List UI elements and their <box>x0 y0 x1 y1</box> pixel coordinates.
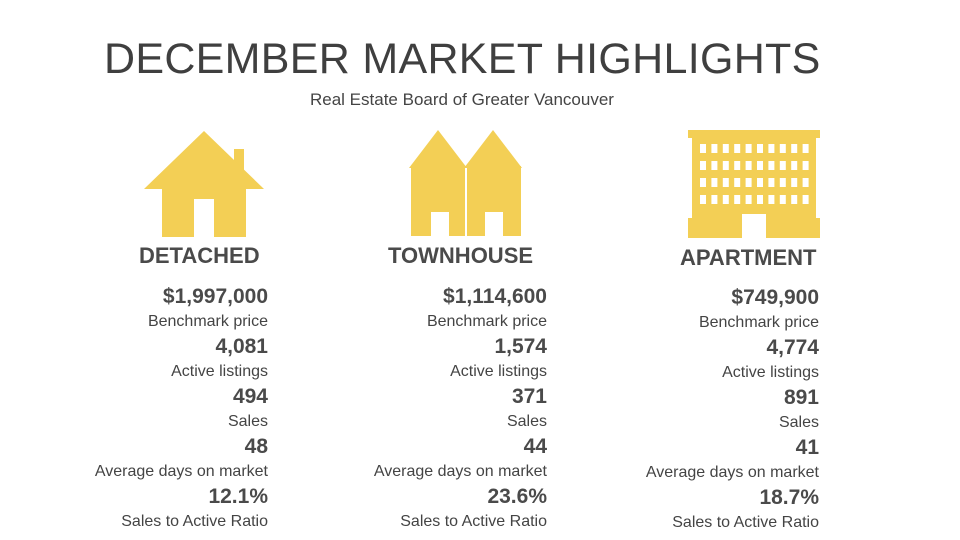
metric-sales-to-active: 23.6% Sales to Active Ratio <box>287 484 547 534</box>
metric-value: 371 <box>511 385 547 408</box>
window-icon <box>745 178 752 187</box>
metric-benchmark-price: $749,900 Benchmark price <box>559 285 819 335</box>
metric-sales: 891 Sales <box>559 385 819 435</box>
window-icon <box>768 178 775 187</box>
metric-sales: 494 Sales <box>8 384 268 434</box>
metric-value: 4,774 <box>766 336 819 359</box>
metric-average-days: 48 Average days on market <box>8 434 268 484</box>
window-icon <box>745 195 752 204</box>
window-icon <box>802 144 809 153</box>
metric-value: 1,574 <box>494 335 547 358</box>
window-icon <box>722 195 729 204</box>
metric-active-listings: 4,081 Active listings <box>8 334 268 384</box>
metric-value: $749,900 <box>731 286 819 309</box>
metric-value: 12.1% <box>208 485 268 508</box>
metric-label: Sales <box>778 414 819 431</box>
townhouse-metrics: $1,114,600 Benchmark price 1,574 Active … <box>287 284 547 534</box>
apartment-metrics: $749,900 Benchmark price 4,774 Active li… <box>559 285 819 535</box>
page-subtitle: Real Estate Board of Greater Vancouver <box>310 90 614 109</box>
metric-label: Average days on market <box>94 463 268 480</box>
window-icon <box>734 178 741 187</box>
category-heading-townhouse: TOWNHOUSE <box>388 243 534 268</box>
window-icon <box>768 161 775 170</box>
metric-benchmark-price: $1,997,000 Benchmark price <box>8 284 268 334</box>
window-icon <box>745 144 752 153</box>
metric-value: 41 <box>795 436 819 459</box>
window-icon <box>700 178 706 187</box>
metric-value: $1,997,000 <box>162 285 268 308</box>
window-icon <box>791 178 798 187</box>
window-icon <box>700 161 706 170</box>
metric-label: Sales <box>227 413 268 430</box>
window-icon <box>768 144 775 153</box>
metric-value: 494 <box>232 385 268 408</box>
metric-value: 891 <box>783 386 819 409</box>
metric-sales-to-active: 12.1% Sales to Active Ratio <box>8 484 268 534</box>
metric-benchmark-price: $1,114,600 Benchmark price <box>287 284 547 334</box>
window-icon <box>700 195 706 204</box>
metric-label: Sales to Active Ratio <box>121 513 268 530</box>
window-icon <box>745 161 752 170</box>
category-heading-apartment: APARTMENT <box>680 245 817 270</box>
townhouse-icon <box>409 130 522 236</box>
detached-metrics: $1,997,000 Benchmark price 4,081 Active … <box>8 284 268 534</box>
metric-value: $1,114,600 <box>443 285 547 308</box>
metric-label: Sales to Active Ratio <box>672 514 819 531</box>
window-icon <box>722 161 729 170</box>
metric-label: Sales to Active Ratio <box>400 513 547 530</box>
metric-value: 48 <box>244 435 268 458</box>
metric-active-listings: 1,574 Active listings <box>287 334 547 384</box>
metric-average-days: 41 Average days on market <box>559 435 819 485</box>
window-icon <box>700 144 706 153</box>
window-icon <box>711 178 718 187</box>
window-icon <box>734 161 741 170</box>
window-icon <box>757 144 763 153</box>
window-icon <box>711 144 718 153</box>
window-icon <box>734 144 741 153</box>
page-title: DECEMBER MARKET HIGHLIGHTS <box>104 35 821 83</box>
window-icon <box>802 178 809 187</box>
metric-label: Benchmark price <box>426 313 547 330</box>
metric-value: 4,081 <box>215 335 268 358</box>
category-heading-detached: DETACHED <box>139 243 260 268</box>
metric-label: Benchmark price <box>147 313 268 330</box>
house-icon <box>144 131 264 237</box>
window-icon <box>779 161 786 170</box>
window-icon <box>791 144 798 153</box>
metric-label: Active listings <box>722 364 819 381</box>
metric-label: Average days on market <box>645 464 819 481</box>
window-icon <box>802 161 809 170</box>
window-icon <box>757 178 763 187</box>
window-icon <box>779 178 786 187</box>
window-icon <box>791 161 798 170</box>
metric-sales: 371 Sales <box>287 384 547 434</box>
window-icon <box>802 195 809 204</box>
metric-label: Benchmark price <box>698 314 819 331</box>
metric-label: Sales <box>506 413 547 430</box>
window-icon <box>711 195 718 204</box>
window-icon <box>711 161 718 170</box>
metric-active-listings: 4,774 Active listings <box>559 335 819 385</box>
window-icon <box>779 144 786 153</box>
apartment-building-icon <box>688 130 820 238</box>
metric-average-days: 44 Average days on market <box>287 434 547 484</box>
window-icon <box>722 178 729 187</box>
metric-label: Active listings <box>450 363 547 380</box>
metric-value: 44 <box>523 435 547 458</box>
metric-label: Average days on market <box>373 463 547 480</box>
metric-value: 18.7% <box>759 486 819 509</box>
metric-sales-to-active: 18.7% Sales to Active Ratio <box>559 485 819 535</box>
metric-label: Active listings <box>171 363 268 380</box>
window-icon <box>768 195 775 204</box>
window-icon <box>722 144 729 153</box>
window-icon <box>779 195 786 204</box>
window-icon <box>757 195 763 204</box>
window-icon <box>734 195 741 204</box>
window-icon <box>791 195 798 204</box>
window-icon <box>757 161 763 170</box>
metric-value: 23.6% <box>487 485 547 508</box>
